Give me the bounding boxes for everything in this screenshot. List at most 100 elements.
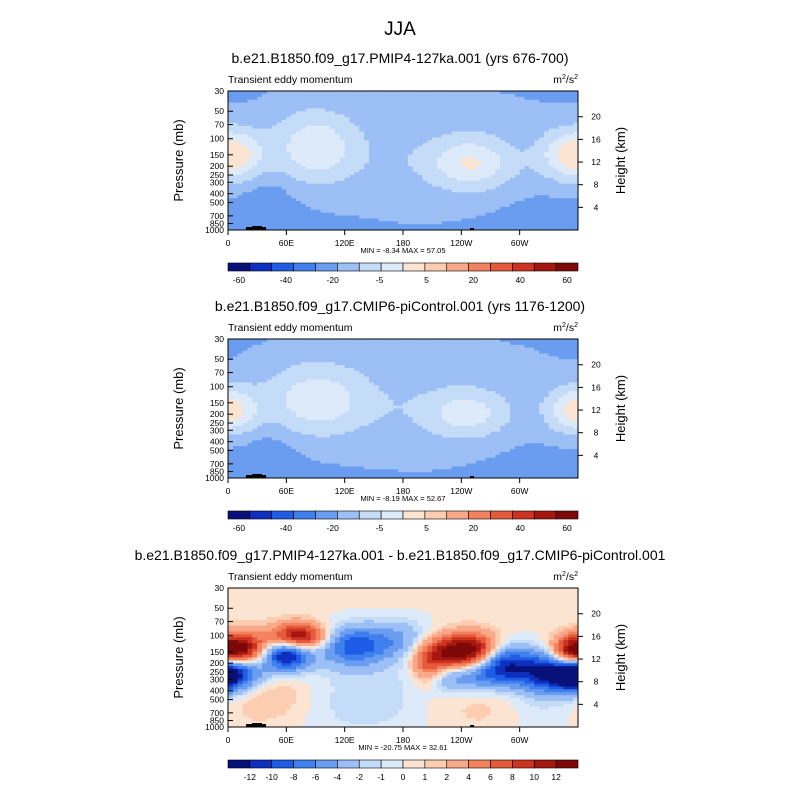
contour-cell bbox=[393, 151, 399, 156]
contour-cell bbox=[291, 148, 297, 153]
contour-cell bbox=[495, 370, 501, 375]
contour-cell bbox=[432, 339, 438, 343]
contour-cell bbox=[237, 128, 244, 133]
contour-cell bbox=[514, 195, 521, 199]
contour-cell bbox=[305, 376, 312, 381]
contour-cell bbox=[471, 385, 477, 389]
contour-cell bbox=[505, 365, 511, 369]
contour-cell bbox=[334, 365, 341, 369]
contour-cell bbox=[490, 385, 496, 389]
contour-cell bbox=[291, 198, 297, 202]
contour-cell bbox=[266, 183, 273, 188]
contour-cell bbox=[485, 183, 492, 188]
contour-cell bbox=[543, 143, 550, 147]
contour-cell bbox=[398, 131, 404, 136]
contour-cell bbox=[300, 157, 307, 162]
contour-cell bbox=[427, 221, 433, 225]
contour-cell bbox=[373, 157, 380, 162]
contour-cell bbox=[339, 131, 346, 136]
contour-cell bbox=[417, 157, 424, 162]
contour-cell bbox=[529, 373, 535, 378]
contour-cell bbox=[539, 111, 545, 115]
contour-cell bbox=[407, 114, 414, 118]
contour-cell bbox=[325, 108, 331, 112]
contour-cell bbox=[296, 339, 302, 343]
contour-cell bbox=[456, 131, 462, 136]
contour-cell bbox=[446, 376, 453, 381]
contour-cell bbox=[334, 140, 341, 144]
contour-cell bbox=[281, 224, 287, 228]
contour-cell bbox=[334, 391, 341, 395]
contour-cell bbox=[305, 218, 312, 222]
contour-cell bbox=[266, 128, 273, 133]
contour-cell bbox=[296, 93, 302, 98]
y2-axis-title: Height (km) bbox=[613, 127, 628, 194]
contour-cell bbox=[529, 119, 535, 124]
contour-cell bbox=[359, 166, 365, 170]
contour-cell bbox=[519, 198, 526, 202]
contour-cell bbox=[344, 347, 351, 352]
contour-cell bbox=[291, 177, 297, 182]
contour-cell bbox=[373, 186, 380, 191]
contour-cell bbox=[412, 373, 419, 378]
contour-cell bbox=[490, 169, 496, 173]
contour-cell bbox=[315, 134, 321, 138]
contour-cell bbox=[325, 353, 331, 357]
contour-cell bbox=[514, 148, 521, 153]
contour-cell bbox=[339, 148, 346, 153]
contour-cell bbox=[505, 356, 511, 360]
contour-cell bbox=[242, 114, 249, 118]
contour-cell bbox=[495, 128, 501, 133]
contour-cell bbox=[330, 137, 336, 141]
contour-cell bbox=[247, 221, 253, 225]
contour-cell bbox=[529, 183, 535, 188]
contour-cell bbox=[524, 385, 530, 389]
contour-cell bbox=[558, 394, 565, 398]
contour-cell bbox=[281, 192, 287, 196]
contour-cell bbox=[456, 128, 462, 133]
contour-cell bbox=[412, 122, 419, 127]
contour-cell bbox=[427, 140, 433, 144]
contour-cell bbox=[339, 186, 346, 191]
contour-cell bbox=[529, 105, 535, 109]
contour-cell bbox=[466, 192, 472, 196]
contour-cell bbox=[325, 151, 331, 156]
contour-cell bbox=[291, 376, 297, 381]
contour-cell bbox=[437, 344, 443, 349]
contour-cell bbox=[475, 128, 482, 133]
contour-cell bbox=[330, 93, 336, 98]
contour-cell bbox=[568, 137, 574, 141]
contour-cell bbox=[257, 221, 263, 225]
contour-cell bbox=[296, 195, 302, 199]
contour-cell bbox=[271, 356, 278, 360]
contour-cell bbox=[461, 131, 467, 136]
contour-cell bbox=[252, 198, 258, 202]
contour-cell bbox=[378, 143, 385, 147]
contour-cell bbox=[286, 385, 292, 389]
contour-cell bbox=[398, 385, 404, 389]
contour-cell bbox=[480, 227, 487, 230]
contour-cell bbox=[228, 169, 234, 173]
contour-cell bbox=[446, 189, 453, 193]
contour-cell bbox=[296, 111, 302, 115]
contour-cell bbox=[558, 148, 565, 153]
contour-cell bbox=[368, 166, 375, 170]
contour-cell bbox=[383, 341, 390, 346]
contour-cell bbox=[451, 353, 458, 357]
contour-cell bbox=[553, 108, 560, 112]
contour-cell bbox=[354, 350, 360, 355]
contour-cell bbox=[359, 394, 365, 398]
contour-cell bbox=[237, 91, 244, 95]
contour-cell bbox=[296, 203, 302, 208]
contour-cell bbox=[568, 339, 574, 343]
contour-cell bbox=[334, 96, 341, 101]
contour-cell bbox=[534, 160, 540, 164]
contour-cell bbox=[509, 114, 516, 118]
contour-cell bbox=[320, 157, 326, 162]
contour-cell bbox=[344, 105, 351, 109]
contour-cell bbox=[461, 218, 467, 222]
contour-cell bbox=[364, 151, 370, 156]
contour-cell bbox=[252, 163, 258, 167]
contour-cell bbox=[257, 177, 263, 182]
contour-cell bbox=[407, 359, 414, 363]
